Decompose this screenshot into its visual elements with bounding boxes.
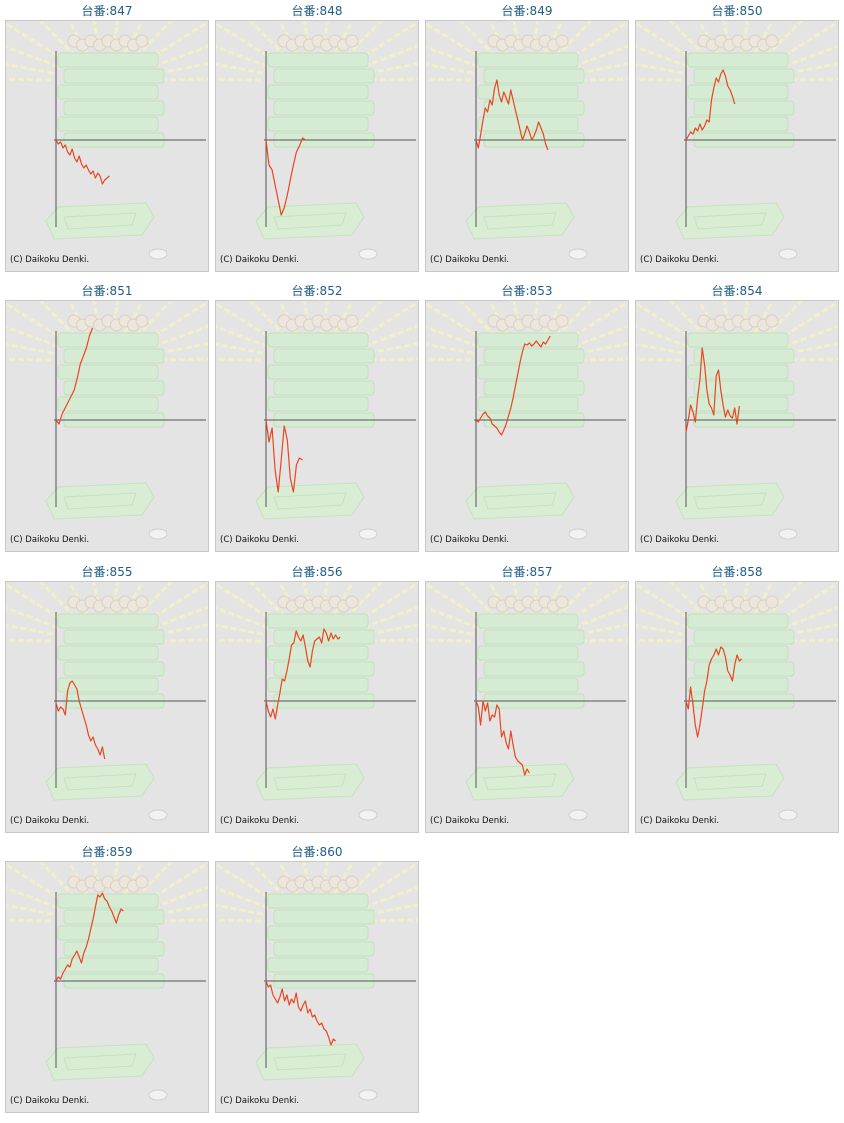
chart-frame: (C) Daikoku Denki. (5, 20, 209, 272)
series-line (265, 137, 306, 216)
machine-graph-card: 台番:848 (C) Daikoku Denki. (215, 0, 419, 276)
machine-graph-card: 台番:853 (C) Daikoku Denki. (425, 280, 629, 556)
machine-graph-card: 台番:850 (C) Daikoku Denki. (635, 0, 839, 276)
copyright-text: (C) Daikoku Denki. (220, 255, 300, 265)
chart-frame: (C) Daikoku Denki. (5, 300, 209, 552)
background-artwork (636, 301, 838, 540)
machine-graph-card: 台番:858 (C) Daikoku Denki. (635, 561, 839, 837)
slump-chart (216, 862, 418, 1101)
copyright-text: (C) Daikoku Denki. (10, 535, 90, 545)
chart-frame: (C) Daikoku Denki. (215, 300, 419, 552)
series-line (685, 646, 743, 738)
copyright-text: (C) Daikoku Denki. (10, 1096, 90, 1106)
machine-number-title[interactable]: 台番:852 (291, 284, 343, 298)
machine-graph-card: 台番:855 (C) Daikoku Denki. (5, 561, 209, 837)
slump-chart (636, 21, 838, 260)
slump-chart (426, 21, 628, 260)
slump-chart (6, 582, 208, 821)
machine-number-title[interactable]: 台番:849 (501, 4, 553, 18)
copyright-text: (C) Daikoku Denki. (220, 535, 300, 545)
machine-number-title[interactable]: 台番:853 (501, 284, 553, 298)
background-artwork (636, 582, 838, 821)
background-artwork (426, 21, 628, 260)
background-artwork (636, 21, 838, 260)
chart-frame: (C) Daikoku Denki. (425, 300, 629, 552)
chart-frame: (C) Daikoku Denki. (425, 20, 629, 272)
machine-graph-card: 台番:859 (C) Daikoku Denki. (5, 841, 209, 1117)
machine-graph-card: 台番:857 (C) Daikoku Denki. (425, 561, 629, 837)
slump-chart (636, 301, 838, 540)
machine-number-title[interactable]: 台番:856 (291, 565, 343, 579)
chart-frame: (C) Daikoku Denki. (635, 20, 839, 272)
machine-graph-card: 台番:860 (C) Daikoku Denki. (215, 841, 419, 1117)
series-line (685, 69, 736, 141)
machine-number-title[interactable]: 台番:857 (501, 565, 553, 579)
machine-number-title[interactable]: 台番:855 (81, 565, 133, 579)
series-line (55, 327, 94, 425)
copyright-text: (C) Daikoku Denki. (640, 255, 720, 265)
series-line (475, 700, 530, 776)
series-line (265, 980, 336, 1046)
chart-frame: (C) Daikoku Denki. (215, 20, 419, 272)
chart-frame: (C) Daikoku Denki. (635, 581, 839, 833)
machine-graph-card: 台番:849 (C) Daikoku Denki. (425, 0, 629, 276)
series-line (55, 680, 106, 760)
slump-chart (426, 582, 628, 821)
machine-number-title[interactable]: 台番:850 (711, 4, 763, 18)
series-line (475, 335, 551, 436)
copyright-text: (C) Daikoku Denki. (430, 816, 510, 826)
machine-number-title[interactable]: 台番:851 (81, 284, 133, 298)
series-line (265, 628, 341, 720)
slump-chart (216, 301, 418, 540)
machine-number-title[interactable]: 台番:859 (81, 845, 133, 859)
copyright-text: (C) Daikoku Denki. (220, 816, 300, 826)
series-line (55, 139, 110, 185)
machine-number-title[interactable]: 台番:854 (711, 284, 763, 298)
chart-frame: (C) Daikoku Denki. (5, 581, 209, 833)
machine-graph-card: 台番:852 (C) Daikoku Denki. (215, 280, 419, 556)
machine-graph-card: 台番:854 (C) Daikoku Denki. (635, 280, 839, 556)
machine-number-title[interactable]: 台番:858 (711, 565, 763, 579)
series-line (265, 419, 303, 493)
slump-chart (636, 582, 838, 821)
slump-chart (216, 21, 418, 260)
machine-number-title[interactable]: 台番:848 (291, 4, 343, 18)
copyright-text: (C) Daikoku Denki. (430, 535, 510, 545)
slump-chart (6, 862, 208, 1101)
series-line (685, 347, 740, 433)
background-artwork (6, 582, 208, 821)
slump-chart (216, 582, 418, 821)
series-line (55, 892, 124, 982)
background-artwork (6, 21, 208, 260)
slump-chart (6, 301, 208, 540)
machine-graph-card: 台番:851 (C) Daikoku Denki. (5, 280, 209, 556)
chart-frame: (C) Daikoku Denki. (215, 581, 419, 833)
copyright-text: (C) Daikoku Denki. (430, 255, 510, 265)
copyright-text: (C) Daikoku Denki. (220, 1096, 300, 1106)
machine-graph-card: 台番:847 (C) Daikoku Denki. (5, 0, 209, 276)
copyright-text: (C) Daikoku Denki. (10, 255, 90, 265)
machine-number-title[interactable]: 台番:847 (81, 4, 133, 18)
chart-frame: (C) Daikoku Denki. (425, 581, 629, 833)
background-artwork (6, 862, 208, 1101)
machine-number-title[interactable]: 台番:860 (291, 845, 343, 859)
machine-graph-card: 台番:856 (C) Daikoku Denki. (215, 561, 419, 837)
background-artwork (426, 582, 628, 821)
series-line (475, 79, 549, 151)
copyright-text: (C) Daikoku Denki. (640, 535, 720, 545)
background-artwork (216, 582, 418, 821)
slump-chart (6, 21, 208, 260)
background-artwork (216, 301, 418, 540)
chart-frame: (C) Daikoku Denki. (635, 300, 839, 552)
background-artwork (216, 862, 418, 1101)
slump-chart (426, 301, 628, 540)
copyright-text: (C) Daikoku Denki. (640, 816, 720, 826)
chart-frame: (C) Daikoku Denki. (5, 861, 209, 1113)
background-artwork (426, 301, 628, 540)
copyright-text: (C) Daikoku Denki. (10, 816, 90, 826)
chart-frame: (C) Daikoku Denki. (215, 861, 419, 1113)
